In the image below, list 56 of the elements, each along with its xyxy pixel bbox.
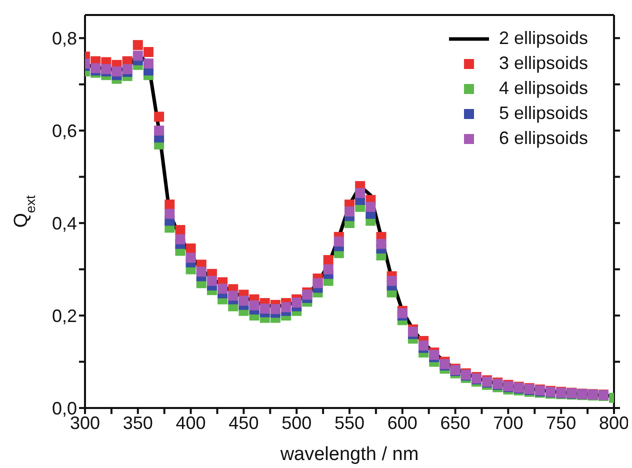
point [344, 206, 354, 216]
legend-label: 5 ellipsoids [498, 103, 588, 124]
point [355, 188, 366, 198]
point [218, 284, 228, 294]
y-tick-label: 0,2 [52, 306, 77, 326]
point [238, 296, 249, 306]
x-tick-label: 750 [546, 412, 576, 433]
point [164, 200, 175, 210]
x-tick-label: 700 [493, 412, 524, 433]
x-tick-label: 500 [282, 412, 312, 433]
point [334, 236, 344, 247]
x-tick-label: 350 [122, 412, 153, 433]
point [154, 112, 164, 122]
x-tick-label: 400 [176, 412, 206, 433]
point [386, 276, 397, 286]
point [132, 40, 143, 50]
point [154, 126, 164, 136]
point [228, 290, 238, 301]
x-tick-label: 600 [387, 412, 418, 433]
legend-label: 3 ellipsoids [498, 53, 588, 74]
x-axis-title: wavelength / nm [279, 444, 419, 465]
point [132, 50, 143, 61]
point [281, 302, 292, 312]
point [249, 300, 260, 310]
point [260, 304, 270, 314]
legend-label: 2 ellipsoids [498, 28, 588, 49]
y-tick-label: 0,6 [52, 120, 77, 141]
point [164, 208, 175, 219]
point [143, 46, 154, 57]
point [312, 278, 323, 288]
point [366, 202, 376, 212]
point [186, 252, 196, 263]
point [397, 308, 408, 318]
point [270, 304, 280, 314]
point [186, 243, 196, 254]
x-tick-label: 650 [440, 412, 470, 433]
point [376, 238, 386, 249]
point [122, 64, 132, 74]
point [112, 66, 122, 76]
legend-label: 6 ellipsoids [498, 128, 588, 149]
legend-label: 4 ellipsoids [498, 78, 588, 99]
point [323, 264, 334, 274]
point [175, 234, 186, 244]
point [143, 58, 154, 69]
point [196, 266, 206, 277]
x-tick-label: 800 [598, 412, 630, 433]
point [302, 290, 312, 300]
x-tick-label: 450 [228, 412, 259, 433]
point [175, 224, 186, 235]
x-tick-label: 550 [334, 412, 365, 433]
point [323, 255, 334, 266]
y-tick-label: 0,8 [52, 28, 77, 49]
y-tick-label: 0,4 [52, 213, 77, 234]
point [206, 276, 217, 286]
point [292, 298, 302, 308]
point [408, 326, 418, 337]
